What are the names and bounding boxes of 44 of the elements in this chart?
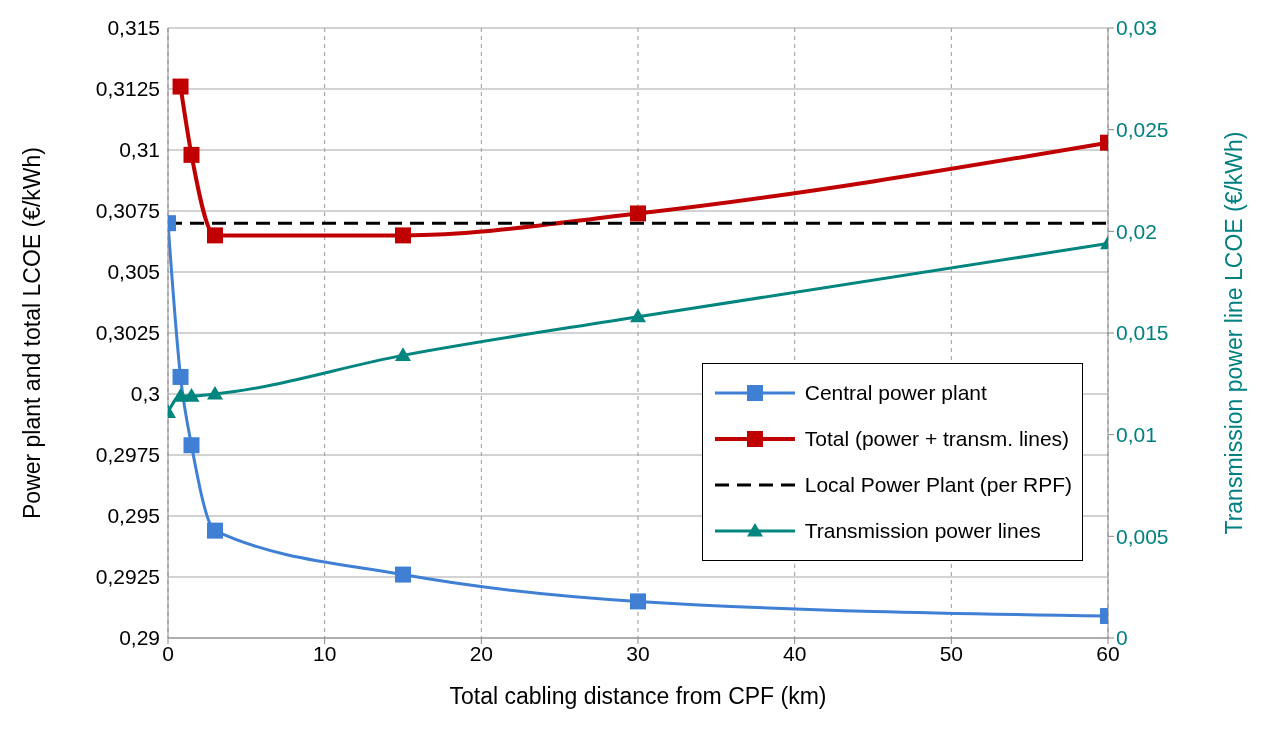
point — [183, 146, 200, 163]
point — [630, 593, 646, 610]
point — [395, 566, 411, 583]
point — [172, 368, 189, 385]
y2-tick-label: 0,01 — [1116, 423, 1157, 447]
y2-axis-title: Transmission power line LCOE (€/kWh) — [1221, 131, 1247, 535]
point — [183, 437, 200, 454]
y-tick-label: 0,315 — [107, 16, 160, 40]
y-tick-label: 0,2925 — [95, 565, 160, 589]
y-tick-label: 0,3 — [130, 382, 160, 406]
x-tick-label: 40 — [782, 641, 807, 665]
y-tick-label: 0,2975 — [95, 443, 160, 467]
x-tick-label: 30 — [626, 641, 650, 665]
point — [207, 386, 223, 400]
y2-tick-label: 0,015 — [1116, 321, 1169, 345]
point — [395, 227, 411, 244]
y2-tick-label: 0,005 — [1116, 524, 1169, 548]
legend-label: Central power plant — [804, 381, 987, 405]
point — [172, 78, 189, 95]
y-tick-label: 0,295 — [107, 504, 160, 528]
x-tick-label: 20 — [469, 641, 494, 665]
point — [207, 227, 223, 244]
x-tick-label: 0 — [162, 641, 174, 665]
y-tick-label: 0,305 — [107, 260, 160, 284]
y-tick-label: 0,29 — [119, 626, 160, 650]
y-axis-title: Power plant and total LCOE (€/kWh) — [19, 147, 45, 519]
legend-label: Total (power + transm. lines) — [804, 427, 1070, 451]
point — [630, 308, 646, 323]
y2-tick-label: 0,03 — [1116, 16, 1157, 40]
y-tick-label: 0,31 — [119, 138, 160, 162]
point — [630, 205, 646, 222]
point — [207, 522, 223, 539]
y-tick-label: 0,3075 — [95, 199, 160, 223]
legend-label: Local Power Plant (per RPF) — [804, 473, 1072, 497]
y2-tick-label: 0,025 — [1116, 118, 1169, 142]
point — [183, 388, 200, 402]
legend-label: Transmission power lines — [804, 519, 1041, 543]
x-tick-label: 50 — [939, 641, 964, 665]
point — [395, 347, 411, 361]
x-tick-label: 10 — [312, 641, 337, 665]
y-tick-label: 0,3025 — [95, 321, 160, 345]
x-axis-title: Total cabling distance from CPF (km) — [449, 683, 827, 709]
y2-tick-label: 0,02 — [1116, 219, 1157, 243]
y-tick-label: 0,3125 — [95, 77, 160, 101]
